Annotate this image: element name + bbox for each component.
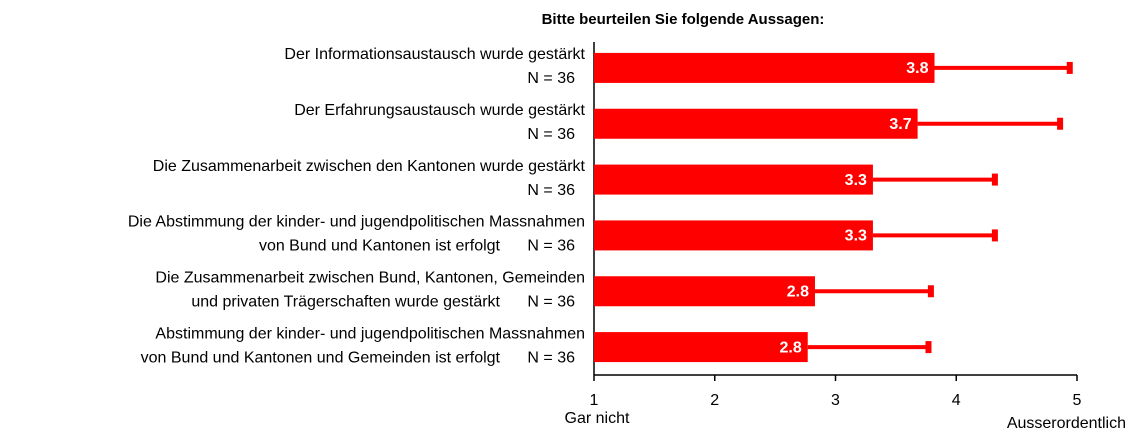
bar (594, 164, 873, 195)
category-label: von Bund und Kantonen und Gemeinden ist … (141, 349, 501, 366)
value-label: 2.8 (787, 283, 809, 300)
n-label: N = 36 (527, 238, 575, 255)
n-label: N = 36 (527, 349, 575, 366)
error-cap (1057, 117, 1064, 130)
n-label: N = 36 (527, 293, 575, 310)
x-tick-label: 5 (1073, 392, 1082, 409)
bar (594, 220, 873, 251)
category-label: Der Informationsaustausch wurde gestärkt (284, 46, 585, 63)
value-label: 3.3 (845, 172, 867, 189)
value-label: 3.7 (889, 116, 911, 133)
bar (594, 332, 808, 363)
bar (594, 52, 935, 83)
n-label: N = 36 (527, 70, 575, 87)
bar (594, 108, 918, 139)
n-label: N = 36 (527, 126, 575, 143)
category-label: von Bund und Kantonen ist erfolgt (259, 238, 501, 255)
x-tick-label: 2 (710, 392, 719, 409)
value-label: 2.8 (779, 339, 801, 356)
n-label: N = 36 (527, 182, 575, 199)
error-cap (1066, 61, 1073, 74)
error-cap (925, 341, 932, 354)
category-label: Die Zusammenarbeit zwischen Bund, Kanton… (155, 269, 585, 286)
x-tick-label: 1 (590, 392, 599, 409)
bar (594, 276, 815, 307)
category-label: und privaten Trägerschaften wurde gestär… (191, 293, 500, 310)
x-end-label: Gar nicht (565, 410, 630, 427)
category-label: Der Erfahrungsaustausch wurde gestärkt (294, 102, 585, 119)
value-label: 3.3 (845, 228, 867, 245)
chart-title: Bitte beurteilen Sie folgende Aussagen: (542, 11, 825, 28)
error-cap (991, 173, 998, 186)
category-label: Abstimmung der kinder- und jugendpolitis… (155, 325, 585, 342)
value-label: 3.8 (906, 60, 928, 77)
x-tick-label: 4 (952, 392, 961, 409)
category-label: Die Zusammenarbeit zwischen den Kantonen… (153, 158, 586, 175)
error-cap (927, 285, 934, 298)
x-end-label: Ausserordentlich (1007, 415, 1126, 432)
category-label: Die Abstimmung der kinder- und jugendpol… (128, 214, 585, 231)
x-tick-label: 3 (831, 392, 840, 409)
error-cap (991, 229, 998, 242)
